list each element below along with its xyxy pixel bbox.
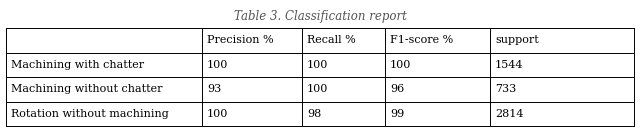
Text: 100: 100 <box>307 60 328 70</box>
Text: Table 3. Classification report: Table 3. Classification report <box>234 10 406 23</box>
Text: Machining with chatter: Machining with chatter <box>11 60 144 70</box>
Text: 93: 93 <box>207 84 221 94</box>
Text: Rotation without machining: Rotation without machining <box>11 109 169 119</box>
Text: 2814: 2814 <box>495 109 524 119</box>
Text: Precision %: Precision % <box>207 35 274 45</box>
Text: 100: 100 <box>390 60 412 70</box>
Text: 98: 98 <box>307 109 321 119</box>
Text: 100: 100 <box>307 84 328 94</box>
Text: 733: 733 <box>495 84 516 94</box>
Text: support: support <box>495 35 539 45</box>
Text: 99: 99 <box>390 109 404 119</box>
Text: 96: 96 <box>390 84 404 94</box>
Text: 100: 100 <box>207 60 228 70</box>
Text: 1544: 1544 <box>495 60 524 70</box>
Text: Recall %: Recall % <box>307 35 356 45</box>
Text: F1-score %: F1-score % <box>390 35 453 45</box>
Text: Machining without chatter: Machining without chatter <box>11 84 163 94</box>
Text: 100: 100 <box>207 109 228 119</box>
